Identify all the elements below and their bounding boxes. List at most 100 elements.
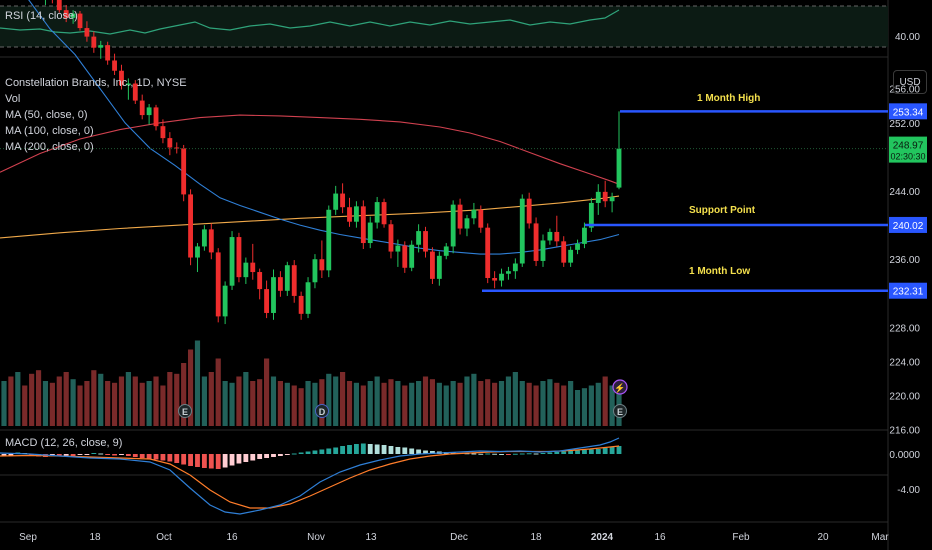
volume-bar [15,372,21,426]
volume-bar [436,382,442,426]
volume-bar [360,385,366,426]
candle-body [416,231,422,245]
volume-bar [305,381,311,426]
macd-histogram-bar [77,454,83,455]
macd-histogram-bar [160,454,166,461]
macd-histogram-bar [561,451,567,454]
volume-bar [29,373,35,426]
macd-histogram-bar [568,451,574,454]
candle-body [195,246,200,258]
candle-body [208,229,214,253]
volume-bar [540,381,546,426]
candle-body [450,204,456,247]
macd-histogram-bar [485,453,491,455]
candle-body [298,295,304,314]
price-tick: 216.00 [889,426,920,437]
earnings-marker-letter: E [182,407,188,417]
volume-bar [519,381,525,426]
time-tick: 20 [817,532,829,543]
candle-body [201,229,207,247]
volume-bar [492,382,498,426]
volume-bar [340,372,346,426]
candle-body [443,246,449,256]
low-price-label-bg [889,282,927,299]
volume-bar [194,340,201,426]
candle-body [264,289,270,313]
volume-bar [167,372,173,426]
volume-bar [512,372,518,426]
time-tick: Sep [19,532,37,543]
macd-histogram-bar [381,445,387,454]
currency-button[interactable]: USD [893,70,927,94]
candle-body [112,60,117,71]
macd-histogram-bar [609,447,615,454]
candle-body [319,259,325,271]
volume-bar [56,376,62,426]
macd-histogram-bar [326,448,332,454]
volume-bar [443,385,449,426]
current-price-bg [889,136,927,163]
candle-body [277,277,283,291]
volume-bar [139,382,145,426]
candle-body [568,249,574,263]
macd-histogram-bar [84,454,90,455]
volume-bar [422,376,429,426]
macd-histogram-bar [264,454,270,458]
macd-histogram-bar [319,449,325,454]
candle-body [139,100,145,116]
macd-histogram-bar [409,448,415,454]
price-tick: 220.00 [889,392,920,403]
candle-body [595,191,601,203]
macd-histogram-bar [602,448,608,454]
candle-body [540,240,546,261]
volume-bar [250,381,256,426]
volume-bar [270,376,277,426]
candle-body [367,222,373,244]
candle-body [519,198,525,264]
volume-bar [229,382,235,426]
candle-body [291,265,297,296]
signal-line [0,445,620,509]
volume-bar [547,379,553,426]
candle-body [250,262,256,273]
candle-body [119,70,124,86]
volume-bar [146,381,152,426]
support-price-label-bg [889,216,927,233]
candle-body [271,277,276,313]
candle-body [533,223,539,261]
macd-histogram-bar [215,454,221,469]
candle-body [471,209,477,219]
candle-body [105,45,111,61]
volume-bar [91,370,97,426]
rsi-line [0,9,620,35]
price-tick: 236.00 [889,255,920,266]
volume-bar [236,376,242,426]
high-price-label-bg [889,103,927,120]
macd-histogram-bar [201,454,207,468]
candle-body [70,13,76,18]
volume-bar [111,382,118,426]
earnings-marker [178,404,192,418]
macd-histogram-bar [595,449,601,454]
ma200-label: MA (200, close, 0) [5,141,94,153]
macd-histogram-bar [284,454,290,455]
candle-body [374,202,380,223]
macd-histogram-bar [340,446,346,454]
time-tick: 2024 [591,532,614,543]
vol-label: Vol [5,93,21,105]
volume-bar [160,385,166,426]
candle-body [181,148,187,195]
time-tick: 16 [654,532,666,543]
macd-histogram-bar [512,453,518,455]
volume-bar [326,373,332,426]
macd-line [0,437,620,515]
macd-histogram-bar [298,452,304,454]
macd-histogram-bar [1,454,7,457]
volume-bar [581,388,588,426]
candle-body [512,263,518,272]
macd-histogram-bar [533,453,539,455]
macd-histogram-bar [360,443,366,454]
volume-bar [381,382,387,426]
macd-histogram-bar [347,445,352,454]
